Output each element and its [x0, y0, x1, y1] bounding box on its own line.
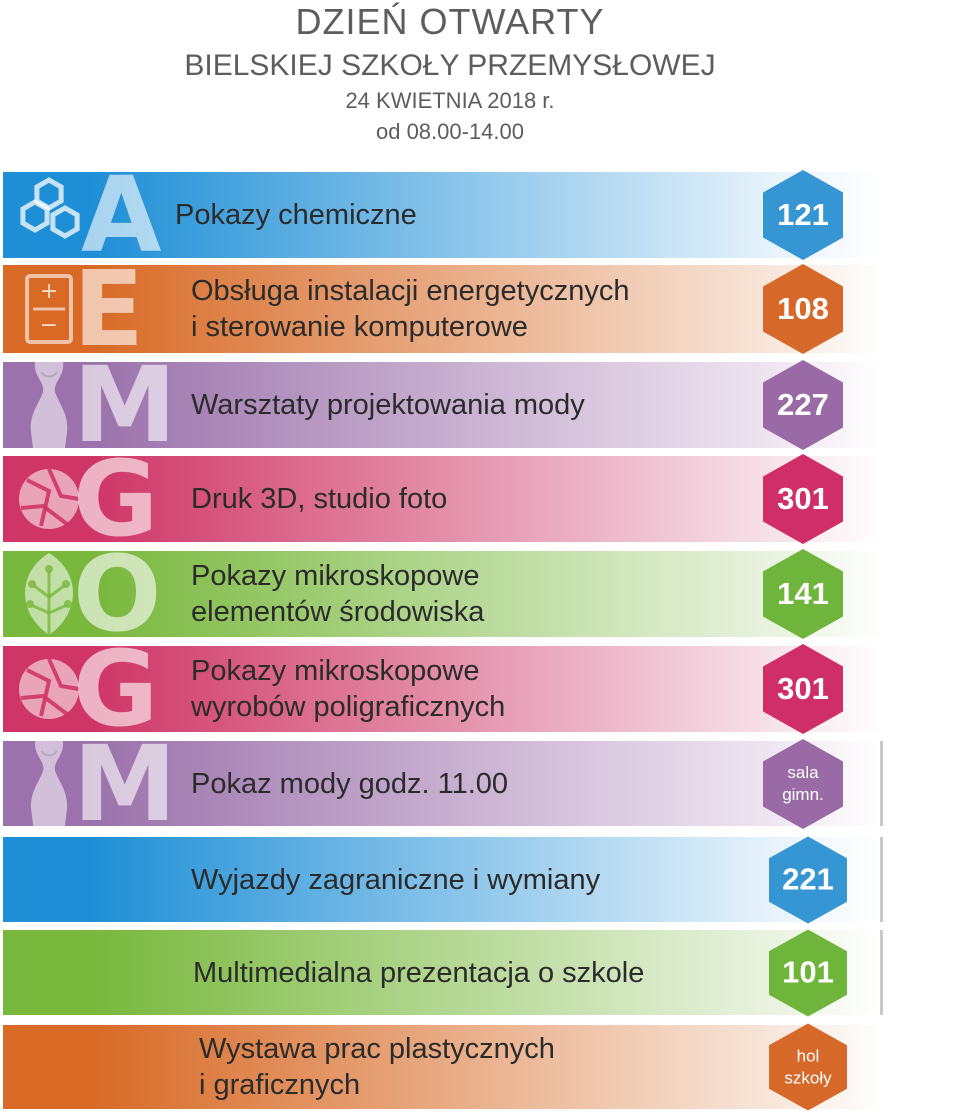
activity-label: Druk 3D, studio foto: [191, 483, 448, 515]
room-hexagon-badge: hol szkoły: [769, 1023, 847, 1111]
battery-icon: + −: [9, 265, 99, 353]
activity-label: Pokazy chemiczne: [175, 199, 417, 231]
dress-form-icon: [9, 741, 99, 826]
room-hexagon-badge: 301: [763, 454, 843, 544]
row-color-band: [3, 265, 883, 353]
room-number: 221: [782, 861, 834, 897]
program-row: O Pokazy mikroskopowe elementów środowisk…: [3, 542, 883, 646]
department-letter: M: [73, 722, 177, 845]
department-letter: A: [81, 154, 162, 276]
room-number: 141: [777, 576, 829, 611]
department-letter: G: [73, 438, 159, 560]
program-row: M Warsztaty projektowania mody 227: [3, 353, 883, 457]
activity-label: Pokazy mikroskopowe wyrobów poligraficzn…: [191, 655, 506, 723]
activity-label: Wystawa prac plastycznych i graficznych: [199, 1033, 555, 1101]
room-hexagon-badge: 101: [769, 929, 847, 1016]
row-color-band: [3, 930, 883, 1015]
row-color-band: [3, 837, 883, 922]
event-hours: od 08.00-14.00: [375, 119, 525, 144]
leaf-icon: [9, 551, 99, 637]
molecules-icon: [9, 172, 99, 258]
activity-label: Obsługa instalacji energetycznych i ster…: [191, 275, 630, 343]
row-color-band: [3, 362, 883, 448]
department-letter: M: [73, 344, 177, 466]
room-hexagon-badge: 108: [763, 264, 843, 354]
camera-aperture-icon: [9, 456, 99, 542]
department-letter: E: [73, 248, 145, 370]
room-number: sala gimn.: [782, 762, 824, 804]
room-hexagon-badge: 227: [763, 360, 843, 450]
room-number: hol szkoły: [784, 1046, 832, 1087]
program-row: G Druk 3D, studio foto 301: [3, 447, 883, 551]
event-date: 24 KWIETNIA 2018 r.: [345, 88, 555, 113]
room-number: 227: [777, 387, 829, 422]
page-title: DZIEŃ OTWARTY: [295, 1, 605, 42]
row-color-band: [3, 741, 883, 826]
svg-text:+: +: [40, 279, 58, 304]
row-color-band: [3, 551, 883, 637]
camera-aperture-icon: [9, 646, 99, 732]
room-number: 108: [777, 291, 829, 326]
activity-label: Pokazy mikroskopowe elementów środowiska: [191, 560, 485, 628]
room-number: 121: [777, 197, 829, 232]
page-subtitle: BIELSKIEJ SZKOŁY PRZEMYSŁOWEJ: [184, 49, 716, 82]
room-hexagon-badge: 121: [763, 170, 843, 260]
department-letter: O: [73, 533, 162, 655]
room-number: 301: [777, 671, 829, 706]
room-number: 301: [777, 481, 829, 516]
room-hexagon-badge: 221: [769, 836, 847, 923]
room-hexagon-badge: sala gimn.: [763, 738, 843, 829]
activity-label: Wyjazdy zagraniczne i wymiany: [191, 863, 601, 896]
program-row: Wystawa prac plastycznych i graficznych h…: [3, 1023, 883, 1111]
room-hexagon-badge: 141: [763, 549, 843, 639]
program-row: + − E Obsługa instalacji energetycznych i …: [3, 257, 883, 361]
dress-form-icon: [9, 362, 99, 448]
program-row: M Pokaz mody godz. 11.00 sala gimn.: [3, 732, 883, 836]
activity-label: Warsztaty projektowania mody: [191, 389, 585, 421]
room-number: 101: [782, 954, 834, 990]
program-row: Wyjazdy zagraniczne i wymiany 221: [3, 836, 883, 923]
row-color-band: [3, 1025, 883, 1109]
row-color-band: [3, 646, 883, 732]
activity-label: Pokaz mody godz. 11.00: [191, 767, 509, 800]
program-row: Multimedialna prezentacja o szkole 101: [3, 929, 883, 1016]
row-color-band: [3, 172, 883, 258]
activity-label: Multimedialna prezentacja o szkole: [193, 956, 645, 989]
department-letter: G: [73, 628, 159, 750]
svg-text:−: −: [40, 313, 58, 338]
row-color-band: [3, 456, 883, 542]
program-row: G Pokazy mikroskopowe wyrobów poligraficz…: [3, 637, 883, 741]
room-hexagon-badge: 301: [763, 644, 843, 734]
program-row: A Pokazy chemiczne 121: [3, 163, 883, 267]
